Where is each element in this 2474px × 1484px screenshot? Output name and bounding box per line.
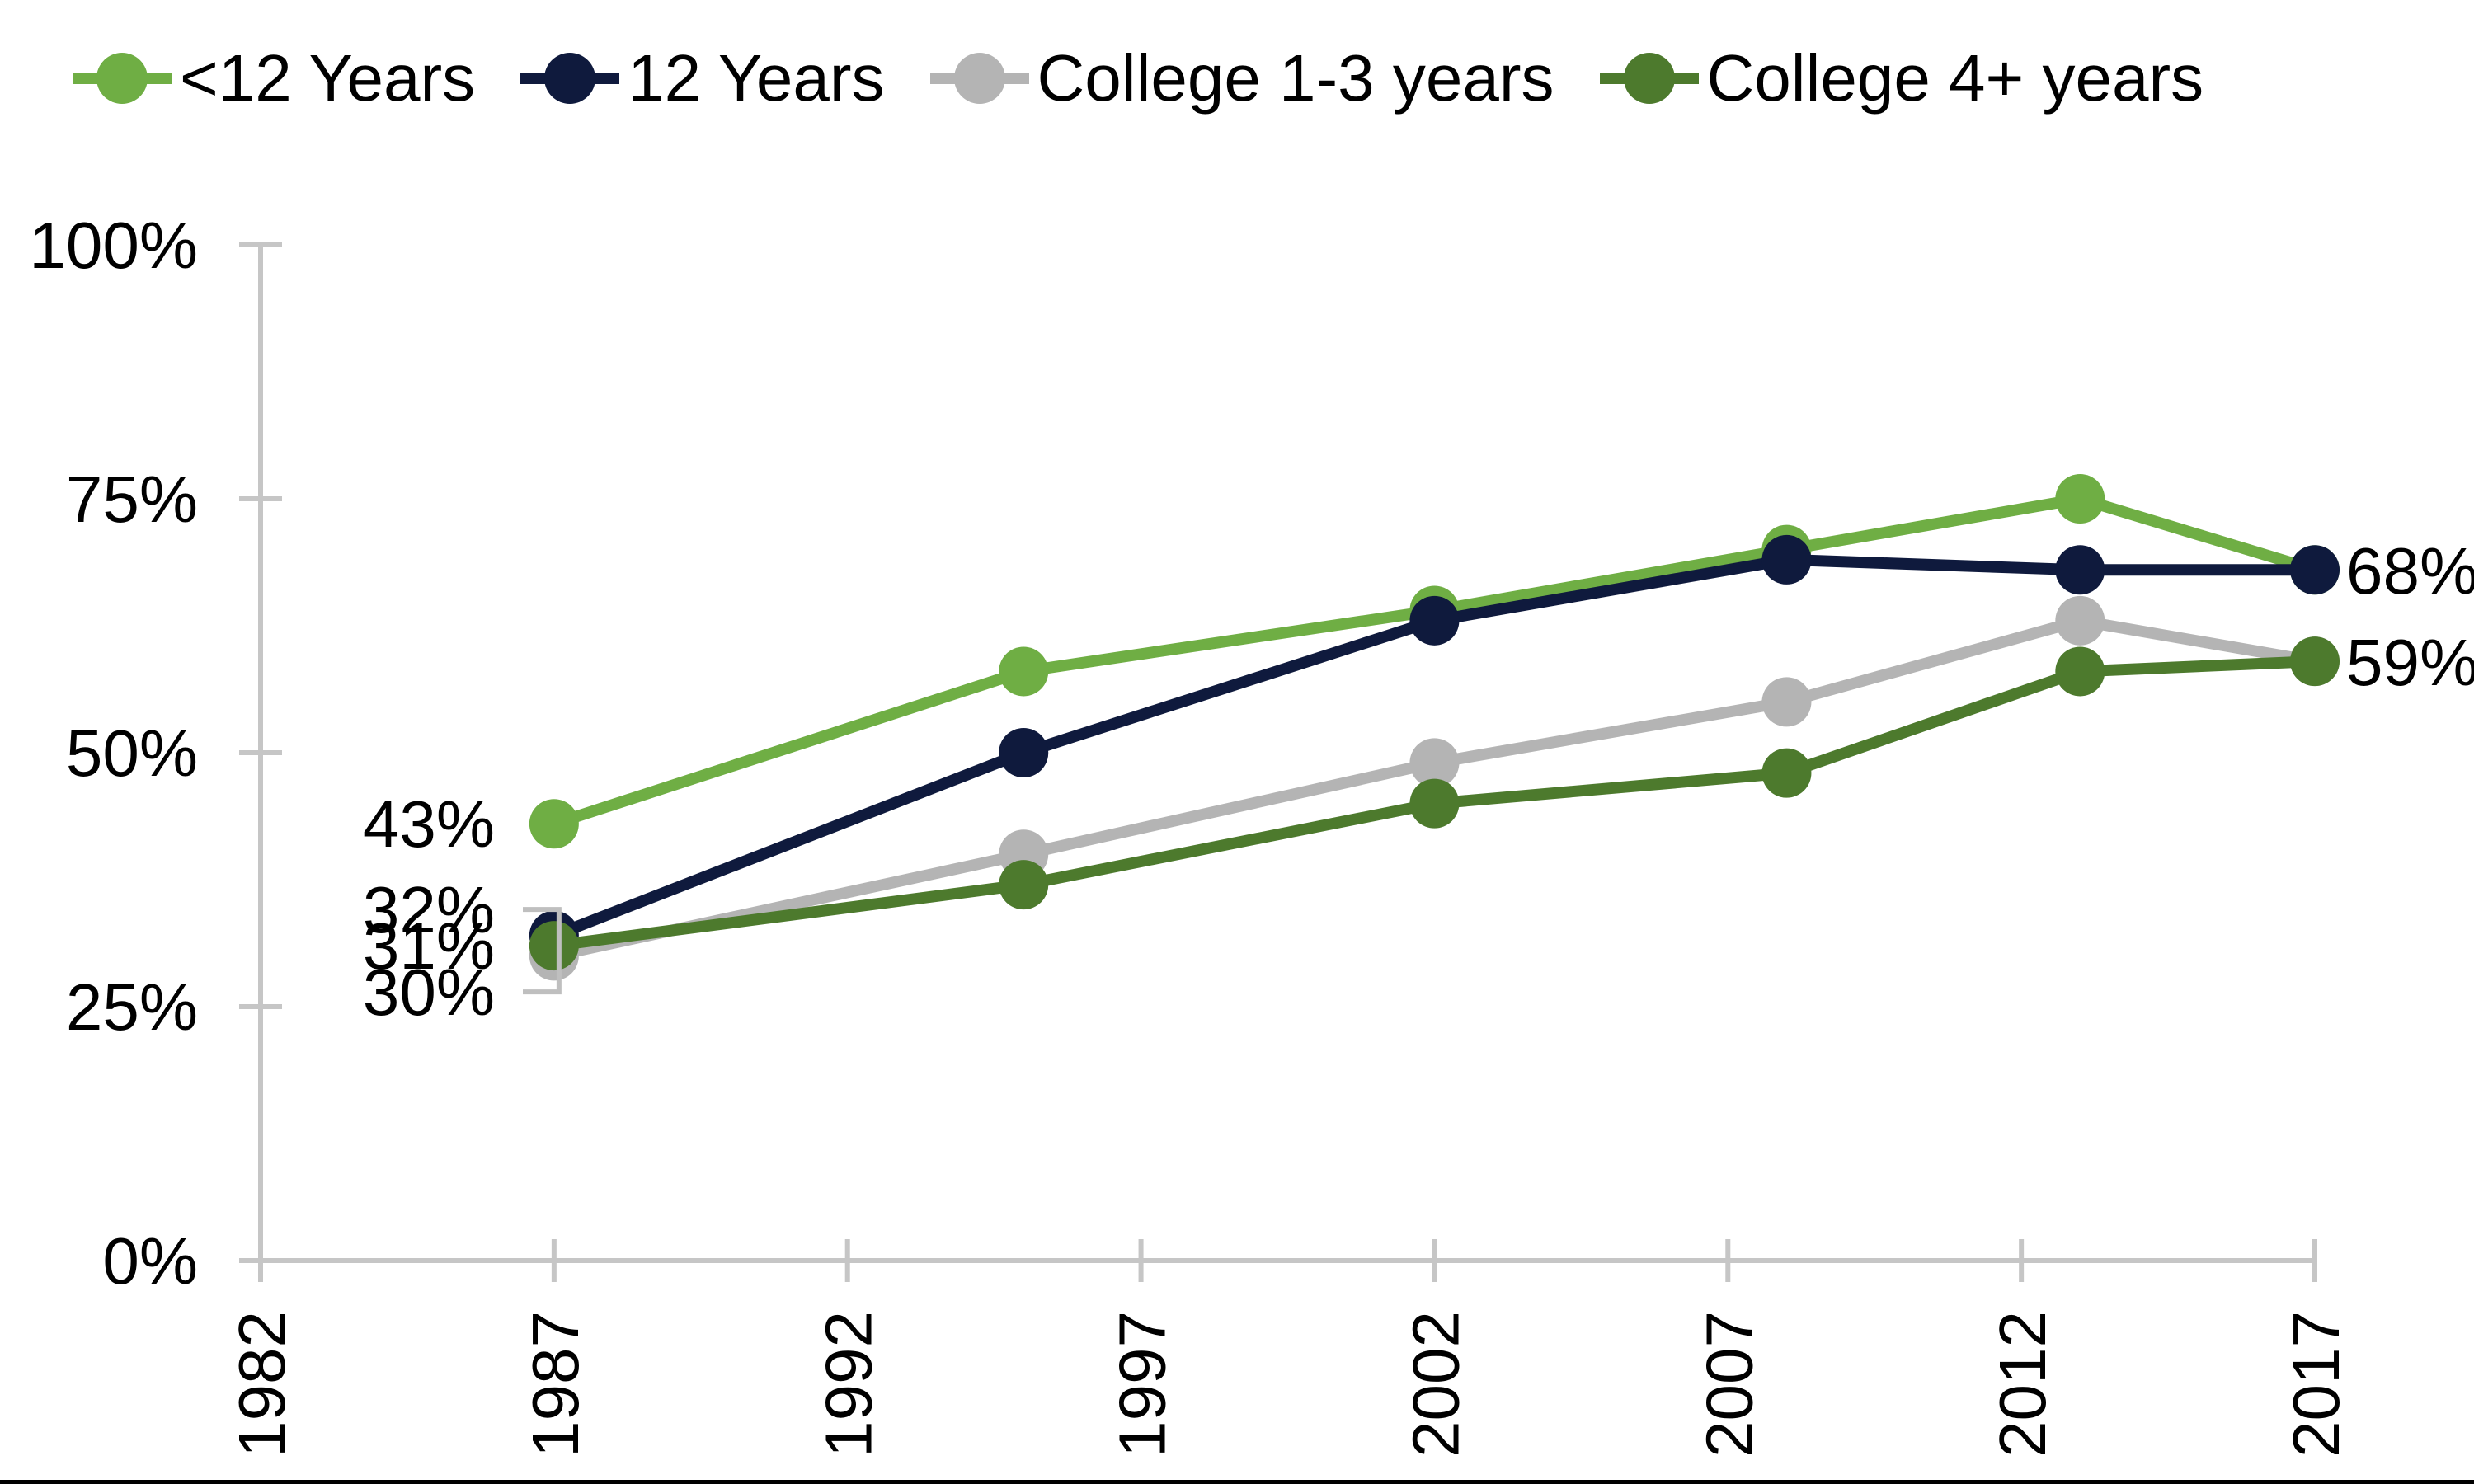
- legend-label: <12 Years: [180, 41, 476, 115]
- legend-item-less-than-12-years: <12 Years: [73, 45, 475, 111]
- legend-marker-icon: [929, 53, 1029, 104]
- data-point-college-1-3-years-2002: [1409, 738, 1460, 788]
- x-tick-label-2002: 2002: [1399, 1311, 1472, 1458]
- x-tick-label-2017: 2017: [2279, 1311, 2353, 1458]
- legend-marker-icon: [1599, 53, 1699, 104]
- data-point-college-4-years-1995: [999, 860, 1049, 910]
- data-point-college-4-years-2002: [1409, 778, 1460, 829]
- point-label-left-32%: 32%: [363, 873, 495, 946]
- chart-legend: <12 Years 12 Years College 1-3 years Col…: [73, 45, 2204, 111]
- label-bracket: [523, 907, 562, 995]
- data-point-college-1-3-years-2013: [2055, 595, 2105, 646]
- data-point-college-4-years-2017: [2290, 636, 2340, 687]
- y-tick-label-100%: 100%: [29, 209, 198, 282]
- y-tick-label-0%: 0%: [102, 1224, 198, 1298]
- data-point-12-years-2013: [2055, 474, 2105, 524]
- y-tick-label-75%: 75%: [66, 463, 198, 536]
- data-point-12-years-2017: [2290, 545, 2340, 595]
- data-point-12-years-1987: [529, 799, 579, 849]
- legend-marker-icon: [520, 53, 620, 104]
- x-tick-label-1982: 1982: [225, 1311, 299, 1458]
- legend-label: College 1-3 years: [1037, 41, 1554, 115]
- point-label-right-68%: 68%: [2346, 534, 2474, 608]
- series-line-college-4-years: [548, 655, 2321, 952]
- series-line-12-years: [548, 553, 2321, 942]
- point-label-right-59%: 59%: [2346, 626, 2474, 699]
- legend-item-college-4plus-years: College 4+ years: [1599, 41, 2204, 115]
- series-line-12-years: [548, 493, 2321, 830]
- page-bottom-rule: [0, 1480, 2474, 1484]
- x-tick-label-1992: 1992: [812, 1311, 886, 1458]
- legend-item-12-years: 12 Years: [520, 41, 885, 115]
- data-point-12-years-1995: [999, 728, 1049, 777]
- x-tick-label-1997: 1997: [1106, 1311, 1179, 1458]
- data-point-12-years-2008: [1761, 534, 1812, 585]
- point-label-left-31%: 31%: [363, 909, 495, 983]
- y-tick-label-25%: 25%: [66, 970, 198, 1044]
- data-point-college-4-years-2013: [2055, 646, 2105, 697]
- data-point-college-1-3-years-2008: [1761, 677, 1812, 727]
- y-tick-label-50%: 50%: [66, 716, 198, 790]
- data-point-college-4-years-1987: [529, 921, 579, 971]
- x-tick-label-2012: 2012: [1986, 1311, 2059, 1458]
- data-point-12-years-2013: [2055, 545, 2105, 595]
- data-point-12-years-2002: [1409, 595, 1460, 646]
- x-tick-label-1987: 1987: [519, 1311, 592, 1458]
- legend-marker-icon: [73, 53, 172, 104]
- series-line-college-1-3-years: [548, 614, 2321, 962]
- legend-label: College 4+ years: [1706, 41, 2204, 115]
- x-tick-label-2007: 2007: [1692, 1311, 1766, 1458]
- data-point-college-4-years-2008: [1761, 748, 1812, 798]
- point-label-left-43%: 43%: [363, 787, 495, 861]
- legend-item-college-1-3-years: College 1-3 years: [929, 41, 1554, 115]
- legend-label: 12 Years: [628, 41, 885, 115]
- point-label-left-30%: 30%: [363, 956, 495, 1029]
- data-point-12-years-1995: [999, 646, 1049, 697]
